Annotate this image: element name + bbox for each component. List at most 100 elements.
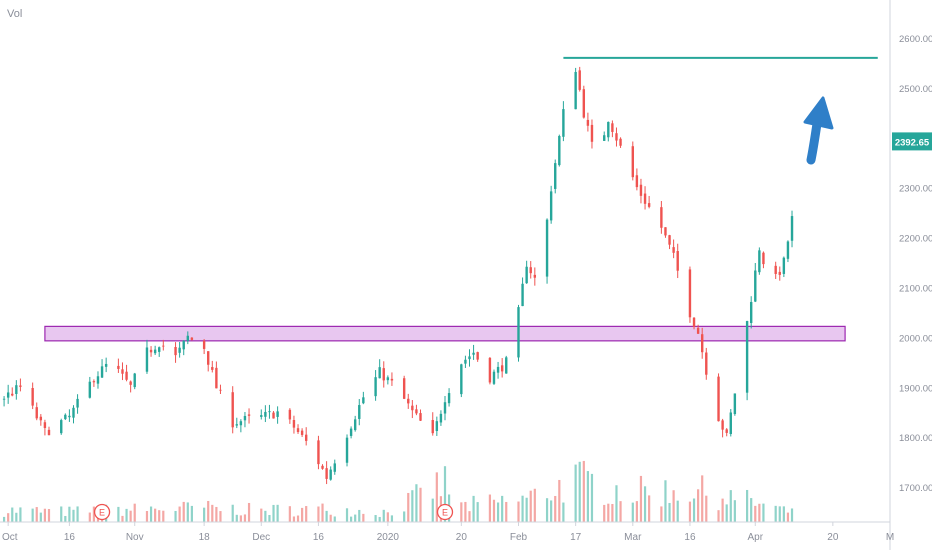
candle-body <box>778 271 781 275</box>
volume-bar <box>648 495 651 522</box>
volume-bar <box>386 512 389 522</box>
candlestick-series <box>2 66 794 485</box>
volume-bar <box>607 503 610 522</box>
volume-bar <box>554 495 557 522</box>
candle-body <box>60 420 63 434</box>
candle-body <box>762 252 765 265</box>
candle-body <box>296 428 300 432</box>
candle-body <box>664 227 667 236</box>
volume-bar <box>19 507 22 522</box>
volume-bar <box>517 501 520 522</box>
demand-zone-rect <box>44 325 846 342</box>
volume-bar <box>15 512 18 522</box>
volume-bar <box>129 510 132 522</box>
volume-bar <box>574 464 577 522</box>
candle-body <box>447 393 451 404</box>
x-tick-label: M <box>886 532 894 543</box>
x-tick-label: Apr <box>747 532 763 543</box>
volume-bar <box>578 461 581 522</box>
earnings-marker <box>93 503 111 521</box>
candle-body <box>100 366 104 378</box>
candle-body <box>721 420 724 430</box>
candle-body <box>578 70 581 90</box>
volume-bar <box>729 490 732 522</box>
candle-body <box>215 367 218 389</box>
volume-bar <box>190 505 193 522</box>
volume-bar <box>145 511 149 522</box>
candle-body <box>643 193 647 204</box>
price-badge <box>892 132 932 151</box>
volume-bar <box>121 515 124 522</box>
volume-bar <box>688 501 692 522</box>
volume-bar <box>603 504 606 522</box>
candle-body <box>443 402 447 414</box>
volume-bar <box>174 510 177 522</box>
volume-bar <box>488 494 492 522</box>
candle-body <box>431 420 434 434</box>
candle-body <box>517 307 520 358</box>
y-tick-label: 1800.00 <box>899 433 932 444</box>
volume-bar <box>525 497 528 522</box>
candle-body <box>521 283 524 307</box>
volume-bar <box>639 475 643 522</box>
candle-body <box>717 376 720 422</box>
volume-bar <box>378 516 381 522</box>
candle-body <box>88 381 92 398</box>
candle-body <box>692 317 696 327</box>
candle-body <box>402 378 406 399</box>
volume-bar <box>705 495 708 522</box>
candle-body <box>288 409 292 420</box>
volume-bar <box>374 515 377 522</box>
candle-body <box>207 351 210 365</box>
volume-bar <box>419 487 422 522</box>
price-badge-group: 2392.65 <box>892 132 932 151</box>
volume-bar <box>60 506 63 522</box>
volume-bar <box>562 502 565 522</box>
candle-body <box>231 392 234 428</box>
volume-bar <box>354 514 357 522</box>
volume-bar <box>790 508 794 522</box>
volume-bar <box>178 506 181 522</box>
volume-bar <box>301 507 304 522</box>
volume-bar <box>782 506 785 522</box>
candle-body <box>190 337 194 340</box>
volume-bar <box>260 508 263 522</box>
volume-bar <box>762 503 765 522</box>
candle-body <box>705 352 708 375</box>
candle-body <box>782 257 786 274</box>
candle-body <box>439 413 443 423</box>
candle-body <box>672 247 675 253</box>
candle-body <box>533 274 537 278</box>
candle-body <box>733 393 737 415</box>
candle-body <box>325 468 328 479</box>
volume-bar <box>76 506 79 522</box>
candle-body <box>329 469 332 480</box>
candle-body <box>676 251 679 271</box>
candle-body <box>153 349 157 354</box>
volume-bar <box>717 510 720 522</box>
candle-body <box>72 407 75 418</box>
candle-body <box>660 207 663 228</box>
candle-body <box>158 347 161 352</box>
candle-body <box>174 347 177 356</box>
volume-bar <box>329 514 332 522</box>
volume-bar <box>464 501 467 522</box>
candle-body <box>729 412 732 435</box>
volume-bar <box>247 502 251 522</box>
earnings-marker-label: E <box>442 508 448 518</box>
candle-body <box>11 393 14 396</box>
y-tick-label: 1700.00 <box>899 483 932 494</box>
volume-bar <box>672 490 675 522</box>
volume-bar <box>725 504 728 522</box>
candle-body <box>607 121 610 138</box>
volume-bar <box>733 500 736 522</box>
candle-body <box>243 415 247 421</box>
y-tick-label: 2100.00 <box>899 284 932 295</box>
volume-bar <box>701 475 704 522</box>
volume-bar <box>415 484 418 522</box>
candle-body <box>76 398 79 408</box>
x-tick-label: Oct <box>2 532 18 543</box>
candle-body <box>701 334 704 353</box>
